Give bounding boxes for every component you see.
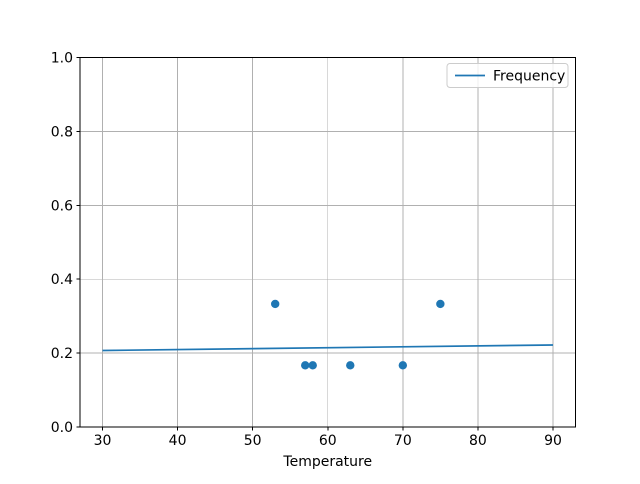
scatter-point <box>270 299 280 309</box>
legend-label: Frequency <box>493 69 565 85</box>
x-tick-label: 60 <box>319 433 337 449</box>
x-tick-label: 30 <box>94 433 112 449</box>
x-tick-label: 50 <box>244 433 262 449</box>
scatter-point <box>346 361 355 370</box>
series-line-frequency <box>102 344 553 352</box>
y-tick-label: 0.8 <box>51 124 73 140</box>
scatter-point <box>308 361 317 370</box>
x-tick-label: 80 <box>469 433 487 449</box>
x-axis-label: Temperature <box>282 454 372 470</box>
y-tick-label: 0.4 <box>51 272 73 288</box>
scatter-point <box>436 299 445 309</box>
x-tick-label: 40 <box>169 433 187 449</box>
y-tick-label: 0.2 <box>51 346 73 362</box>
legend-box <box>446 63 569 88</box>
y-tick-label: 0.0 <box>51 420 73 436</box>
scatter-point <box>301 361 310 370</box>
scatter-point <box>398 361 408 370</box>
y-tick-label: 0.6 <box>51 198 73 214</box>
x-tick-label: 70 <box>394 433 412 449</box>
y-tick-label: 1.0 <box>51 51 73 67</box>
x-tick-label: 90 <box>544 433 562 449</box>
